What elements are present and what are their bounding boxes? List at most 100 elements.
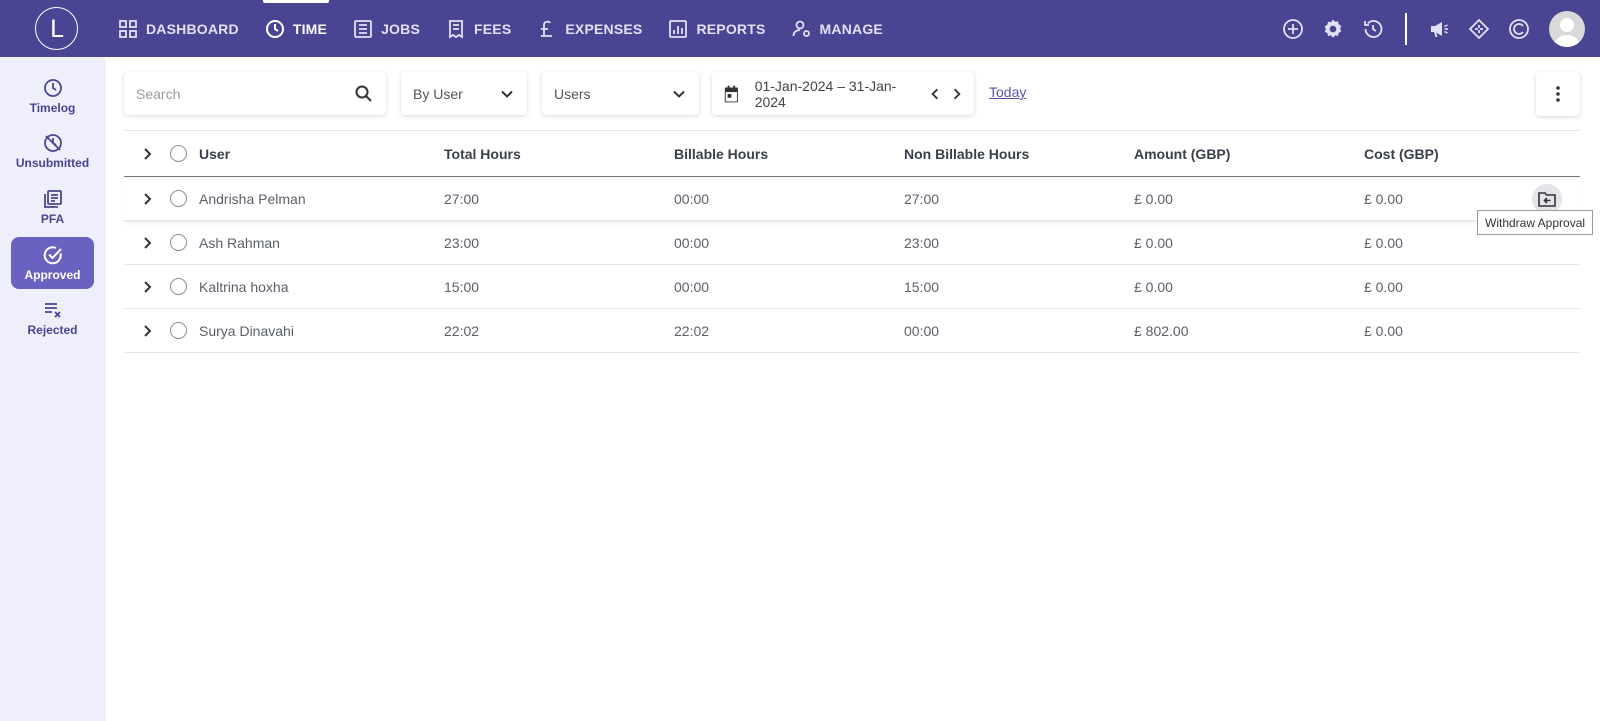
c-app-button[interactable] bbox=[1507, 17, 1531, 41]
row-checkbox[interactable] bbox=[170, 278, 187, 295]
cell-user: Ash Rahman bbox=[199, 234, 280, 251]
kebab-menu-icon bbox=[1556, 86, 1560, 102]
cell-total-hours: 23:00 bbox=[444, 234, 480, 251]
today-link[interactable]: Today bbox=[989, 84, 1027, 100]
pfa-icon bbox=[43, 189, 62, 208]
settings-button[interactable] bbox=[1321, 17, 1345, 41]
row-expand-toggle[interactable] bbox=[140, 192, 154, 206]
table-row[interactable]: Kaltrina hoxha 15:00 00:00 15:00 £ 0.00 … bbox=[124, 265, 1580, 309]
date-range-value[interactable]: 01-Jan-2024 – 31-Jan-2024 bbox=[754, 77, 897, 110]
sidebar-item-pfa[interactable]: PFA bbox=[11, 181, 94, 233]
bar-chart-icon bbox=[669, 19, 688, 38]
c-logo-icon bbox=[1509, 18, 1529, 39]
history-button[interactable] bbox=[1361, 17, 1385, 41]
sidebar-item-rejected[interactable]: Rejected bbox=[11, 292, 94, 344]
diamond-icon bbox=[1468, 18, 1490, 39]
cell-cost: £ 0.00 bbox=[1364, 278, 1403, 295]
search-box bbox=[124, 72, 386, 115]
cell-total-hours: 22:02 bbox=[444, 322, 480, 339]
cell-non-billable-hours: 00:00 bbox=[904, 322, 940, 339]
nav-dashboard-label: DASHBOARD bbox=[146, 20, 239, 37]
toolbar-divider bbox=[1405, 12, 1407, 45]
nav-dashboard[interactable]: DASHBOARD bbox=[118, 0, 239, 57]
table-row[interactable]: Surya Dinavahi 22:02 22:02 00:00 £ 802.0… bbox=[124, 309, 1580, 353]
chevron-down-icon bbox=[501, 90, 513, 98]
nav-jobs[interactable]: JOBS bbox=[353, 0, 420, 57]
announcements-button[interactable] bbox=[1427, 17, 1451, 41]
main-nav: DASHBOARD TIME JOBS FEES EXPENSES REPORT… bbox=[118, 0, 909, 57]
cell-non-billable-hours: 15:00 bbox=[904, 278, 940, 295]
time-sidebar: Timelog Unsubmitted PFA Approved Rejecte… bbox=[0, 57, 106, 721]
cell-non-billable-hours: 23:00 bbox=[904, 234, 940, 251]
cell-billable-hours: 00:00 bbox=[674, 190, 710, 207]
expand-all-toggle[interactable] bbox=[140, 147, 154, 161]
sidebar-item-label: PFA bbox=[40, 211, 65, 226]
cell-user: Andrisha Pelman bbox=[199, 190, 306, 207]
column-header-user[interactable]: User bbox=[199, 145, 231, 162]
withdraw-approval-tooltip: Withdraw Approval bbox=[1477, 210, 1594, 235]
unsubmitted-icon bbox=[43, 133, 62, 152]
row-checkbox[interactable] bbox=[170, 322, 187, 339]
grid-icon bbox=[119, 19, 137, 38]
integrations-button[interactable] bbox=[1467, 17, 1491, 41]
chevron-right-icon bbox=[144, 147, 152, 160]
sidebar-item-approved[interactable]: Approved bbox=[11, 237, 94, 289]
column-header-cost[interactable]: Cost (GBP) bbox=[1364, 145, 1439, 162]
cell-cost: £ 0.00 bbox=[1364, 322, 1403, 339]
nav-fees[interactable]: FEES bbox=[446, 0, 511, 57]
column-header-total-hours[interactable]: Total Hours bbox=[444, 145, 521, 162]
nav-expenses-label: EXPENSES bbox=[565, 20, 643, 37]
row-checkbox[interactable] bbox=[170, 190, 187, 207]
search-icon[interactable] bbox=[354, 84, 374, 104]
avatar[interactable] bbox=[1549, 10, 1585, 47]
row-expand-toggle[interactable] bbox=[140, 280, 154, 294]
nav-manage-label: MANAGE bbox=[819, 20, 883, 37]
chevron-left-icon[interactable] bbox=[928, 86, 943, 102]
group-by-select[interactable]: By User bbox=[401, 72, 527, 115]
cell-billable-hours: 00:00 bbox=[674, 234, 710, 251]
users-filter-select[interactable]: Users bbox=[542, 72, 699, 115]
more-options-button[interactable] bbox=[1536, 72, 1580, 116]
cell-billable-hours: 22:02 bbox=[674, 322, 710, 339]
row-expand-toggle[interactable] bbox=[140, 236, 154, 250]
sidebar-item-label: Approved bbox=[24, 267, 81, 282]
list-icon bbox=[354, 19, 372, 38]
date-range-picker: 01-Jan-2024 – 31-Jan-2024 bbox=[712, 72, 974, 115]
column-header-amount[interactable]: Amount (GBP) bbox=[1134, 145, 1231, 162]
chevron-right-icon bbox=[144, 236, 152, 249]
row-checkbox[interactable] bbox=[170, 234, 187, 251]
sidebar-item-timelog[interactable]: Timelog bbox=[11, 70, 94, 122]
app-logo[interactable]: L bbox=[35, 7, 78, 50]
users-filter-value: Users bbox=[554, 85, 591, 102]
withdraw-approval-button[interactable] bbox=[1532, 183, 1562, 214]
nav-manage[interactable]: MANAGE bbox=[792, 0, 883, 57]
nav-time[interactable]: TIME bbox=[262, 0, 330, 57]
column-header-billable-hours[interactable]: Billable Hours bbox=[674, 145, 769, 162]
table-row[interactable]: Ash Rahman 23:00 00:00 23:00 £ 0.00 £ 0.… bbox=[124, 221, 1580, 265]
user-gear-icon bbox=[792, 20, 810, 37]
chevron-right-icon[interactable] bbox=[949, 86, 964, 102]
calendar-icon[interactable] bbox=[722, 84, 741, 104]
table-header-row: User Total Hours Billable Hours Non Bill… bbox=[124, 130, 1580, 177]
sidebar-item-unsubmitted[interactable]: Unsubmitted bbox=[11, 125, 94, 177]
rejected-icon bbox=[44, 302, 61, 318]
nav-time-label: TIME bbox=[292, 20, 328, 37]
nav-reports[interactable]: REPORTS bbox=[668, 0, 765, 57]
nav-jobs-label: JOBS bbox=[381, 20, 420, 37]
cell-total-hours: 15:00 bbox=[444, 278, 480, 295]
sidebar-item-label: Rejected bbox=[27, 322, 78, 337]
search-input[interactable] bbox=[136, 85, 354, 102]
cell-amount: £ 0.00 bbox=[1134, 190, 1173, 207]
nav-expenses[interactable]: EXPENSES bbox=[537, 0, 642, 57]
row-expand-toggle[interactable] bbox=[140, 324, 154, 338]
top-nav-bar: L DASHBOARD TIME JOBS FEES EXPENSES REPO… bbox=[0, 0, 1600, 57]
logo-letter: L bbox=[49, 14, 64, 43]
column-header-non-billable-hours[interactable]: Non Billable Hours bbox=[904, 145, 1030, 162]
plus-circle-icon bbox=[1283, 18, 1303, 39]
add-button[interactable] bbox=[1281, 17, 1305, 41]
table-row[interactable]: Andrisha Pelman 27:00 00:00 27:00 £ 0.00… bbox=[124, 177, 1580, 221]
chevron-right-icon bbox=[144, 280, 152, 293]
megaphone-icon bbox=[1431, 21, 1448, 37]
select-all-checkbox[interactable] bbox=[170, 145, 187, 162]
chevron-right-icon bbox=[144, 192, 152, 205]
